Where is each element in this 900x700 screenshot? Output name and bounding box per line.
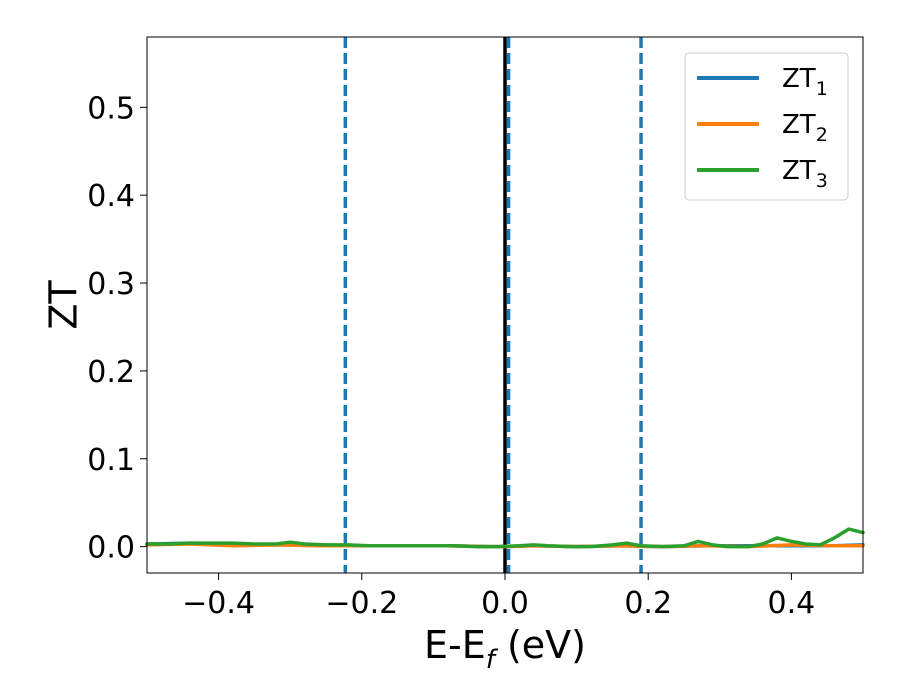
- legend-entry-zt1: ZT1: [697, 64, 828, 100]
- x-axis-ticks: −0.4 −0.2 0.0 0.2 0.4: [182, 573, 815, 621]
- y-tick-label: 0.5: [87, 91, 135, 126]
- y-axis-ticks: 0.0 0.1 0.2 0.3 0.4 0.5: [87, 91, 147, 566]
- y-tick-label: 0.4: [87, 179, 135, 214]
- legend-label-zt1: ZT1: [782, 64, 828, 100]
- legend-entry-zt2: ZT2: [697, 110, 828, 146]
- y-axis-title: ZT: [42, 280, 86, 330]
- vertical-reference-lines: [343, 37, 643, 573]
- y-tick-label: 0.2: [87, 355, 135, 390]
- x-tick-label: 0.4: [768, 586, 816, 621]
- x-axis-title-main: E-E: [424, 623, 486, 667]
- series-lines: [145, 527, 865, 549]
- legend-label-zt2: ZT2: [782, 110, 828, 146]
- y-tick-label: 0.0: [87, 531, 135, 566]
- legend-entry-zt3: ZT3: [697, 156, 828, 192]
- legend-box: [684, 52, 849, 201]
- x-axis-title: E-Ef (eV): [424, 623, 586, 675]
- y-tick-label: 0.1: [87, 443, 135, 478]
- series-line-zt3: [145, 527, 865, 549]
- legend-label-zt3: ZT3: [782, 156, 828, 192]
- legend: ZT1 ZT2 ZT3: [684, 52, 849, 201]
- x-axis-title-unit: (eV): [495, 623, 586, 667]
- x-tick-label: −0.2: [325, 586, 398, 621]
- x-tick-label: 0.0: [481, 586, 529, 621]
- x-tick-label: −0.4: [182, 586, 255, 621]
- y-tick-label: 0.3: [87, 267, 135, 302]
- x-tick-label: 0.2: [624, 586, 672, 621]
